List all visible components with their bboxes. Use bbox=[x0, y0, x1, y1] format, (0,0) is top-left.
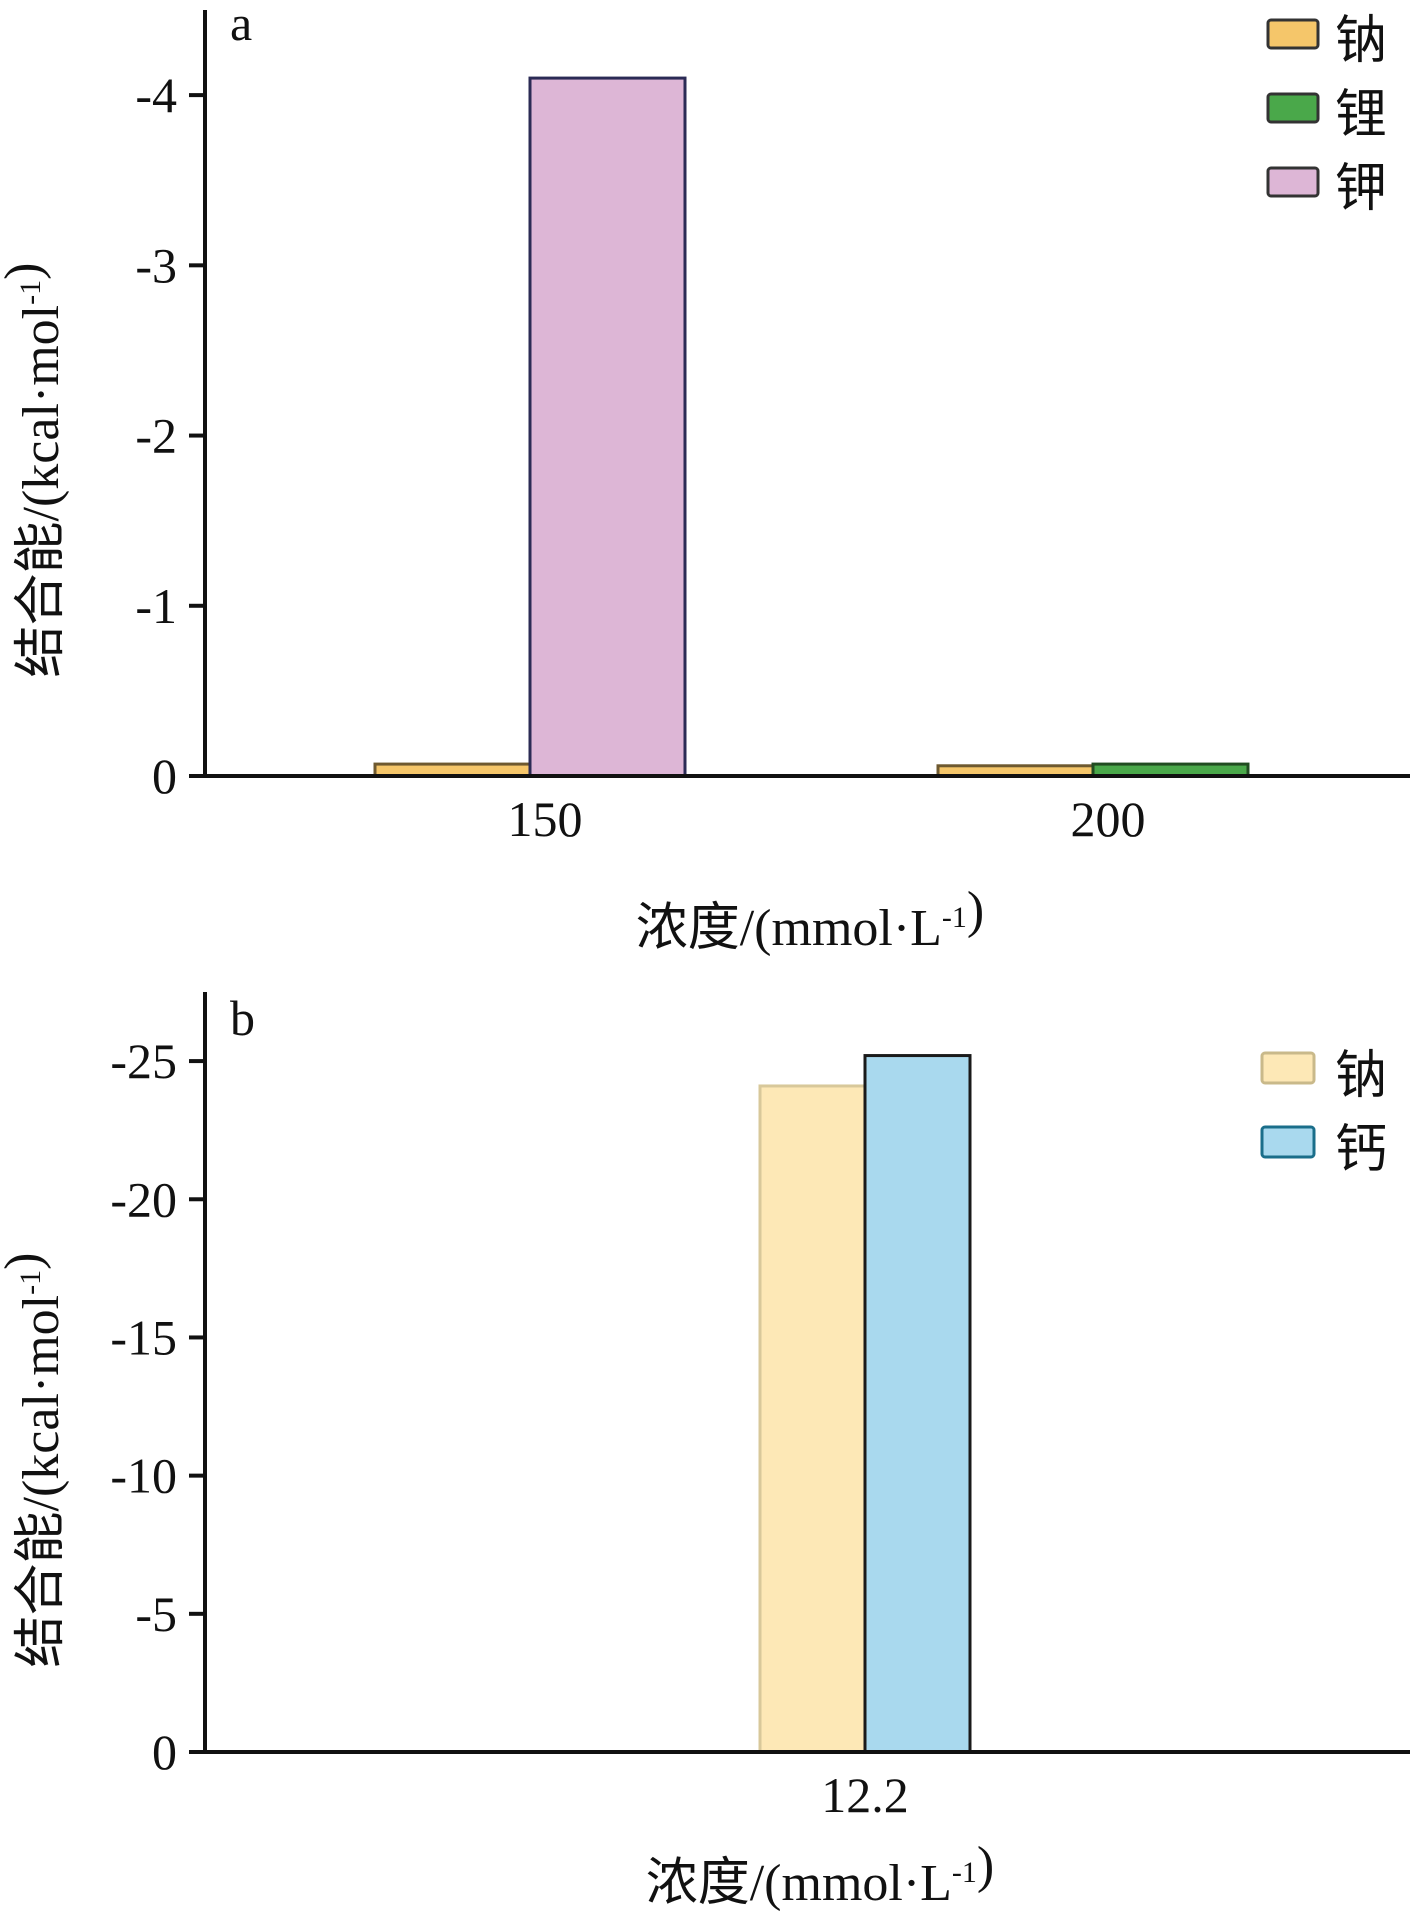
legend-swatch bbox=[1260, 1051, 1316, 1085]
bar bbox=[863, 1054, 972, 1754]
panel-b-ticks: 0 -5 -10 -15 -20 -25 bbox=[110, 1033, 205, 1780]
legend-swatch bbox=[1260, 1125, 1316, 1159]
y-tick-label: -25 bbox=[110, 1033, 177, 1089]
bar bbox=[758, 1084, 867, 1754]
y-tick-label: -2 bbox=[135, 408, 177, 464]
x-category-label: 12.2 bbox=[821, 1767, 909, 1823]
panel-b-x-axis-title: 浓度/(mmol·L-1) bbox=[646, 1837, 995, 1912]
y-tick-label: -15 bbox=[110, 1309, 177, 1365]
panel-a-x-axis-title: 浓度/(mmol·L-1) bbox=[636, 882, 985, 957]
legend-label: 锂 bbox=[1335, 87, 1387, 144]
legend-swatch bbox=[1266, 18, 1320, 50]
panel-a-ticks: 0 -1 -2 -3 -4 bbox=[135, 67, 205, 804]
chart-panel-a: a 结合能/(kcal·mol-1) 浓度/(mmol·L-1) 0 -1 -2 -3… bbox=[0, 0, 1410, 957]
panel-b-bars bbox=[758, 1054, 972, 1754]
y-tick-label: -1 bbox=[135, 578, 177, 634]
panel-b-letter: b bbox=[230, 990, 255, 1046]
y-tick-label: -4 bbox=[135, 67, 177, 123]
panel-a-y-axis-title-text: 结合能/(kcal·mol-1) bbox=[0, 263, 70, 678]
y-tick-label: -3 bbox=[135, 237, 177, 293]
legend-label: 钾 bbox=[1335, 161, 1387, 218]
panel-b-legend: 钠钙 bbox=[1260, 1048, 1387, 1179]
panel-b-y-axis-title-text: 结合能/(kcal·mol-1) bbox=[0, 1253, 70, 1668]
chart-panel-b: b 结合能/(kcal·mol-1) 浓度/(mmol·L-1) 0 -5 -10 -… bbox=[0, 990, 1410, 1912]
panel-a-category-labels: 150 200 bbox=[508, 791, 1146, 847]
panel-a-bars bbox=[373, 76, 1250, 778]
bar bbox=[528, 76, 687, 778]
panel-a-legend: 钠锂钾 bbox=[1266, 13, 1387, 218]
x-category-label: 150 bbox=[508, 791, 583, 847]
y-tick-label: -10 bbox=[110, 1448, 177, 1504]
legend-swatch bbox=[1266, 166, 1320, 198]
panel-a-y-axis-title: 结合能/(kcal·mol-1) bbox=[0, 263, 70, 678]
panel-b-y-axis-title: 结合能/(kcal·mol-1) bbox=[0, 1253, 70, 1668]
legend-swatch bbox=[1266, 92, 1320, 124]
panel-a-letter: a bbox=[230, 0, 252, 51]
legend-label: 钠 bbox=[1335, 13, 1387, 70]
y-tick-label: -5 bbox=[135, 1586, 177, 1642]
legend-label: 钙 bbox=[1335, 1122, 1387, 1179]
y-tick-label: 0 bbox=[152, 748, 177, 804]
y-tick-label: 0 bbox=[152, 1724, 177, 1780]
y-tick-label: -20 bbox=[110, 1171, 177, 1227]
x-category-label: 200 bbox=[1071, 791, 1146, 847]
legend-label: 钠 bbox=[1335, 1048, 1387, 1105]
panel-b-category-labels: 12.2 bbox=[821, 1767, 909, 1823]
